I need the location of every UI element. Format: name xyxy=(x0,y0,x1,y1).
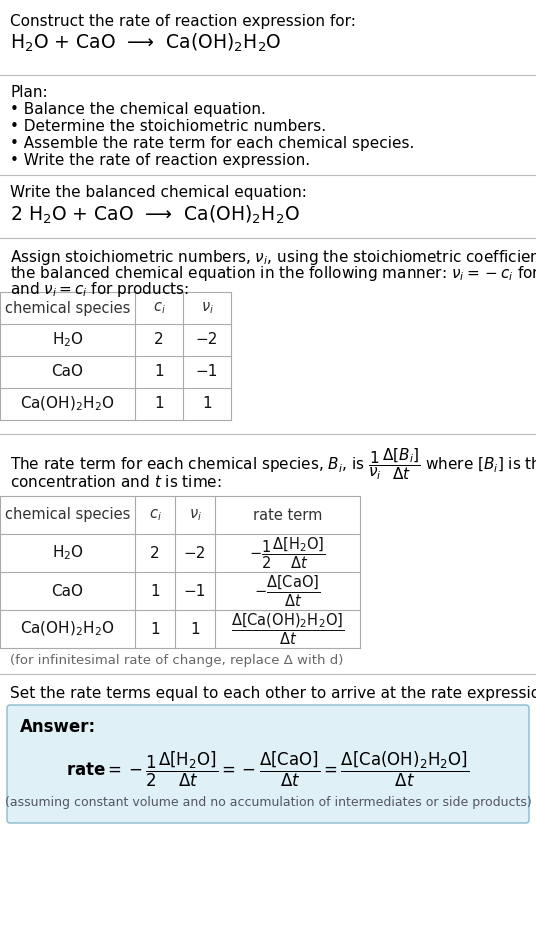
Text: $\mathrm{Ca(OH)_2H_2O}$: $\mathrm{Ca(OH)_2H_2O}$ xyxy=(20,394,115,413)
Text: the balanced chemical equation in the following manner: $\nu_i = -c_i$ for react: the balanced chemical equation in the fo… xyxy=(10,264,536,283)
Text: −2: −2 xyxy=(184,545,206,560)
Text: 1: 1 xyxy=(150,622,160,636)
Text: • Write the rate of reaction expression.: • Write the rate of reaction expression. xyxy=(10,153,310,168)
Text: 1: 1 xyxy=(154,396,164,411)
Text: Write the balanced chemical equation:: Write the balanced chemical equation: xyxy=(10,185,307,200)
Text: $\mathbf{rate} = -\dfrac{1}{2}\dfrac{\Delta[\mathrm{H_2O}]}{\Delta t}= -\dfrac{\: $\mathbf{rate} = -\dfrac{1}{2}\dfrac{\De… xyxy=(66,750,470,789)
Text: and $\nu_i = c_i$ for products:: and $\nu_i = c_i$ for products: xyxy=(10,280,189,299)
Text: CaO: CaO xyxy=(51,584,84,598)
Text: $c_i$: $c_i$ xyxy=(153,301,166,316)
Text: 1: 1 xyxy=(190,622,200,636)
Text: Plan:: Plan: xyxy=(10,85,48,100)
Text: $\dfrac{\Delta[\mathrm{Ca(OH)_2H_2O}]}{\Delta t}$: $\dfrac{\Delta[\mathrm{Ca(OH)_2H_2O}]}{\… xyxy=(231,611,344,647)
Text: −2: −2 xyxy=(196,333,218,348)
Text: concentration and $t$ is time:: concentration and $t$ is time: xyxy=(10,474,222,490)
Text: −1: −1 xyxy=(196,364,218,379)
Text: (for infinitesimal rate of change, replace Δ with d): (for infinitesimal rate of change, repla… xyxy=(10,654,344,667)
Text: Assign stoichiometric numbers, $\nu_i$, using the stoichiometric coefficients, $: Assign stoichiometric numbers, $\nu_i$, … xyxy=(10,248,536,267)
Text: (assuming constant volume and no accumulation of intermediates or side products): (assuming constant volume and no accumul… xyxy=(5,796,531,809)
Text: 1: 1 xyxy=(202,396,212,411)
Text: 2: 2 xyxy=(150,545,160,560)
Text: $-\dfrac{1}{2}\dfrac{\Delta[\mathrm{H_2O}]}{\Delta t}$: $-\dfrac{1}{2}\dfrac{\Delta[\mathrm{H_2O… xyxy=(249,536,326,571)
Text: The rate term for each chemical species, $B_i$, is $\dfrac{1}{\nu_i}\dfrac{\Delt: The rate term for each chemical species,… xyxy=(10,446,536,482)
Text: rate term: rate term xyxy=(253,507,322,522)
FancyBboxPatch shape xyxy=(7,705,529,823)
Text: $\mathrm{2\ H_2O}$ + CaO  ⟶  $\mathrm{Ca(OH)_2H_2O}$: $\mathrm{2\ H_2O}$ + CaO ⟶ $\mathrm{Ca(O… xyxy=(10,204,300,227)
Text: chemical species: chemical species xyxy=(5,507,130,522)
Text: Construct the rate of reaction expression for:: Construct the rate of reaction expressio… xyxy=(10,14,356,29)
Text: • Balance the chemical equation.: • Balance the chemical equation. xyxy=(10,102,266,117)
Text: $\mathrm{H_2O}$: $\mathrm{H_2O}$ xyxy=(51,331,84,350)
Text: $\nu_i$: $\nu_i$ xyxy=(189,507,202,523)
Text: CaO: CaO xyxy=(51,364,84,379)
Text: • Determine the stoichiometric numbers.: • Determine the stoichiometric numbers. xyxy=(10,119,326,134)
Text: $\nu_i$: $\nu_i$ xyxy=(200,301,213,316)
Text: $\mathrm{Ca(OH)_2H_2O}$: $\mathrm{Ca(OH)_2H_2O}$ xyxy=(20,620,115,638)
Text: 1: 1 xyxy=(154,364,164,379)
Text: 2: 2 xyxy=(154,333,164,348)
Text: chemical species: chemical species xyxy=(5,301,130,316)
Text: $c_i$: $c_i$ xyxy=(148,507,161,523)
Text: • Assemble the rate term for each chemical species.: • Assemble the rate term for each chemic… xyxy=(10,136,414,151)
Text: $-\dfrac{\Delta[\mathrm{CaO}]}{\Delta t}$: $-\dfrac{\Delta[\mathrm{CaO}]}{\Delta t}… xyxy=(254,574,321,609)
Text: 1: 1 xyxy=(150,584,160,598)
Text: Set the rate terms equal to each other to arrive at the rate expression:: Set the rate terms equal to each other t… xyxy=(10,686,536,701)
Text: $\mathrm{H_2O}$ + CaO  ⟶  $\mathrm{Ca(OH)_2H_2O}$: $\mathrm{H_2O}$ + CaO ⟶ $\mathrm{Ca(OH)_… xyxy=(10,32,281,54)
Text: $\mathrm{H_2O}$: $\mathrm{H_2O}$ xyxy=(51,543,84,562)
Text: −1: −1 xyxy=(184,584,206,598)
Text: Answer:: Answer: xyxy=(20,718,96,736)
